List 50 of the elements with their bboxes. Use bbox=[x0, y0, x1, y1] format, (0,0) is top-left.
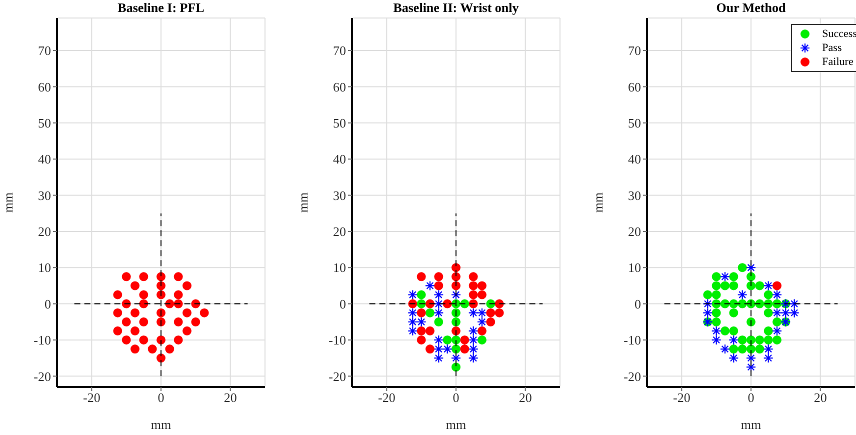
y-tick-label: 20 bbox=[38, 224, 51, 240]
x-tick-label: 0 bbox=[158, 390, 164, 406]
x-tick-label: -20 bbox=[378, 390, 396, 406]
y-tick-label: 30 bbox=[38, 188, 51, 203]
y-tick-label: 10 bbox=[38, 260, 51, 276]
y-tick-label: 40 bbox=[38, 152, 51, 167]
y-tick-label: 70 bbox=[38, 43, 51, 58]
x-tick-label: 20 bbox=[518, 390, 532, 406]
chart-title: Our Method bbox=[715, 0, 787, 16]
x-axis-title: mm bbox=[740, 417, 762, 432]
y-tick-label: -10 bbox=[328, 332, 346, 348]
y-tick-label: -20 bbox=[624, 368, 641, 384]
x-tick-label: 20 bbox=[814, 390, 827, 406]
y-tick-label: 30 bbox=[333, 188, 346, 203]
y-tick-label: 30 bbox=[628, 188, 641, 203]
y-tick-label: 60 bbox=[333, 79, 346, 94]
y-tick-label: 20 bbox=[628, 224, 641, 240]
y-tick-label: 60 bbox=[628, 79, 641, 94]
x-tick-label: 0 bbox=[748, 390, 754, 406]
x-tick-label: -20 bbox=[672, 390, 690, 406]
y-tick-label: 50 bbox=[333, 116, 346, 131]
y-axis-title: mm bbox=[590, 192, 606, 213]
y-tick-label: 50 bbox=[38, 116, 51, 131]
x-tick-label: 20 bbox=[224, 390, 237, 406]
y-tick-label: 20 bbox=[333, 224, 346, 240]
x-axis-title: mm bbox=[150, 417, 172, 432]
y-axis-title: mm bbox=[0, 192, 16, 213]
legend-label: Pass bbox=[822, 42, 842, 54]
y-tick-label: 0 bbox=[340, 296, 346, 312]
x-tick-label: -20 bbox=[82, 390, 100, 406]
x-axis-title: mm bbox=[446, 417, 466, 432]
y-tick-label: 10 bbox=[628, 260, 641, 276]
y-tick-label: 60 bbox=[38, 79, 51, 94]
y-tick-label: 40 bbox=[628, 152, 641, 167]
chart-title: Baseline II: Wrist only bbox=[392, 0, 520, 16]
y-tick-label: -20 bbox=[328, 368, 346, 384]
y-axis-title: mm bbox=[296, 192, 311, 213]
y-tick-label: 40 bbox=[333, 152, 346, 167]
y-tick-label: -10 bbox=[34, 332, 51, 348]
legend-label: Failure bbox=[822, 56, 854, 68]
y-tick-label: 10 bbox=[333, 260, 346, 276]
y-tick-label: 70 bbox=[628, 43, 641, 58]
y-tick-label: -20 bbox=[34, 368, 51, 384]
y-tick-label: 0 bbox=[634, 296, 641, 312]
y-tick-label: 50 bbox=[628, 116, 641, 131]
y-tick-label: 0 bbox=[44, 296, 51, 312]
chart-title: Baseline I: PFL bbox=[116, 0, 206, 16]
y-tick-label: -10 bbox=[624, 332, 641, 348]
y-tick-label: 70 bbox=[333, 43, 346, 58]
x-tick-label: 0 bbox=[452, 390, 460, 406]
